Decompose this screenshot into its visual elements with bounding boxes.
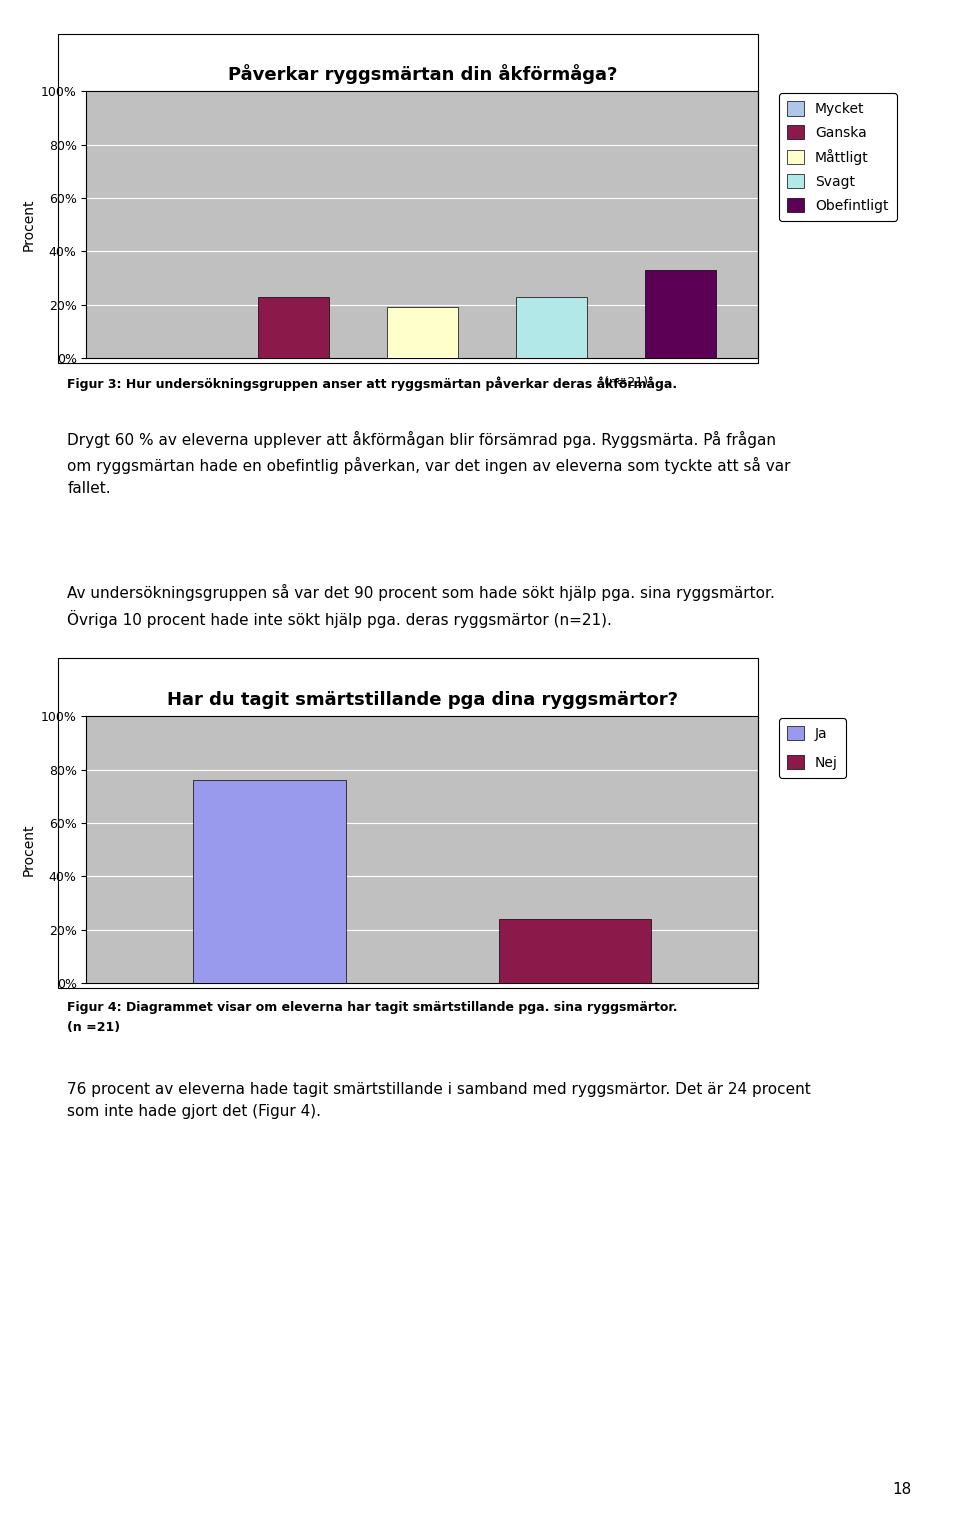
Legend: Mycket, Ganska, Måttligt, Svagt, Obefintligt: Mycket, Ganska, Måttligt, Svagt, Obefint…	[779, 93, 897, 221]
Bar	[499, 919, 652, 983]
Y-axis label: Procent: Procent	[21, 198, 36, 251]
Title: Har du tagit smärtstillande pga dina ryggsmärtor?: Har du tagit smärtstillande pga dina ryg…	[167, 692, 678, 709]
Text: 18: 18	[893, 1481, 912, 1497]
Title: Påverkar ryggsmärtan din åkförmåga?: Påverkar ryggsmärtan din åkförmåga?	[228, 64, 617, 84]
Text: (n=21): (n=21)	[600, 376, 648, 390]
Bar	[387, 308, 458, 358]
Text: Figur 3: Hur undersökningsgruppen anser att ryggsmärtan påverkar deras åkförmåga: Figur 3: Hur undersökningsgruppen anser …	[67, 376, 678, 392]
Text: Av undersökningsgruppen så var det 90 procent som hade sökt hjälp pga. sina rygg: Av undersökningsgruppen så var det 90 pr…	[67, 584, 775, 628]
Bar	[257, 297, 328, 358]
Text: Drygt 60 % av eleverna upplever att åkförmågan blir försämrad pga. Ryggsmärta. P: Drygt 60 % av eleverna upplever att åkfö…	[67, 431, 791, 495]
Bar	[193, 780, 346, 983]
Text: Figur 4: Diagrammet visar om eleverna har tagit smärtstillande pga. sina ryggsmä: Figur 4: Diagrammet visar om eleverna ha…	[67, 1001, 678, 1015]
Bar	[516, 297, 588, 358]
Text: (n =21): (n =21)	[67, 1021, 120, 1035]
Text: 76 procent av eleverna hade tagit smärtstillande i samband med ryggsmärtor. Det : 76 procent av eleverna hade tagit smärts…	[67, 1082, 811, 1119]
Y-axis label: Procent: Procent	[21, 823, 36, 876]
Legend: Ja, Nej: Ja, Nej	[779, 718, 846, 779]
Bar	[645, 270, 716, 358]
